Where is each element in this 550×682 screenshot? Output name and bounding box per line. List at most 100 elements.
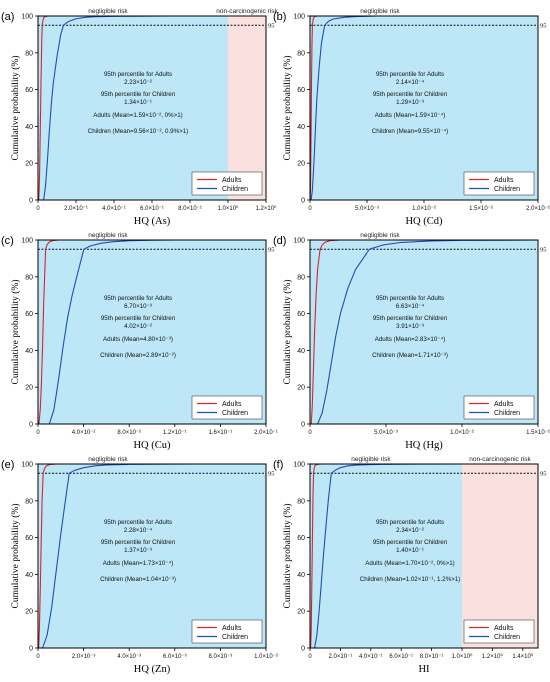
- axes-frame: [309, 463, 539, 649]
- x-tick-label: 1.2×10⁰: [256, 205, 278, 212]
- x-tick-label: 5.0×10⁻³: [355, 206, 379, 212]
- x-tick-label: 1.0×10⁰: [452, 653, 474, 660]
- panel-label: (a): [1, 11, 14, 23]
- y-tick-label: 100: [293, 14, 305, 21]
- annotation-text: Children (Mean=1.02×10⁻¹, 1.2%>1): [360, 576, 460, 583]
- x-tick-label: 4.0×10⁻¹: [359, 654, 383, 660]
- y-tick-label: 60: [25, 87, 33, 94]
- region-label: negligible risk: [88, 232, 128, 239]
- annotation-text: Children (Mean=9.56×10⁻², 0.9%>1): [88, 128, 188, 135]
- panel-label: (c): [1, 235, 14, 247]
- x-tick-label: 1.2×10⁻¹: [163, 430, 187, 436]
- annotation-text: 6.70×10⁻³: [124, 303, 152, 310]
- panel-e: negligible risk 95 0 2.0×10⁻³ 4.0×10⁻³ 6.0×10…: [1, 456, 278, 675]
- annotation-text: 95th percentile for Adults: [376, 295, 444, 302]
- series-lines: [310, 239, 539, 425]
- annotation-text: Children (Mean=9.55×10⁻⁴): [372, 128, 448, 135]
- x-tick-label: 8.0×10⁻³: [209, 654, 233, 660]
- annotation-text: Children (Mean=1.71×10⁻³): [372, 352, 448, 359]
- x-tick-label: 1.4×10⁰: [512, 653, 534, 660]
- x-tick-label: 6.0×10⁻¹: [389, 654, 413, 660]
- y-tick-label: 100: [21, 14, 33, 21]
- legend-label: Children: [494, 634, 520, 641]
- series-line-children: [310, 15, 538, 201]
- annotation-text: 95th percentile for Adults: [376, 519, 444, 526]
- annotation-text: 95th percentile for Children: [101, 91, 176, 98]
- panel-d: negligible risk 95 0 5.0×10⁻³ 1.0×10⁻² 1.5×10…: [273, 232, 550, 451]
- annotation-text: Adults (Mean=2.83×10⁻⁴): [375, 336, 446, 343]
- annotation-text: 1.29×10⁻³: [396, 99, 424, 106]
- y-tick-label: 100: [293, 238, 305, 245]
- axes-frame: [309, 239, 539, 425]
- x-tick-label: 0: [36, 206, 40, 212]
- series-line-adults: [310, 239, 538, 425]
- legend-label: Adults: [494, 625, 514, 632]
- x-tick-label: 1.5×10⁻²: [469, 206, 493, 212]
- risk-region: [310, 464, 462, 648]
- legend-label: Adults: [222, 625, 242, 632]
- y-tick-label: 80: [297, 50, 305, 57]
- y-tick-label: 0: [29, 198, 33, 205]
- y-tick-label: 80: [25, 274, 33, 281]
- legend-label: Adults: [494, 401, 514, 408]
- y-tick-label: 20: [25, 385, 33, 392]
- reference-line-label: 95: [540, 471, 547, 478]
- y-tick-label: 80: [297, 274, 305, 281]
- legend: Adults Children: [191, 171, 263, 196]
- y-tick-label: 100: [21, 238, 33, 245]
- x-tick-label: 4.0×10⁻³: [117, 654, 141, 660]
- annotation-text: 95th percentile for Adults: [104, 71, 172, 78]
- x-tick-label: 0: [36, 430, 40, 436]
- annotation-text: 2.28×10⁻⁴: [124, 527, 153, 534]
- region-label: non-carcinogenic risk: [216, 8, 278, 15]
- region-label: negligible risk: [88, 456, 128, 463]
- annotation-text: 4.02×10⁻²: [124, 323, 152, 330]
- x-tick-label: 1.5×10⁻²: [526, 430, 550, 436]
- x-tick-label: 0: [308, 654, 312, 660]
- x-tick-label: 0: [36, 654, 40, 660]
- x-tick-label: 6.0×10⁻³: [163, 654, 187, 660]
- x-tick-label: 0: [308, 430, 312, 436]
- risk-region: [38, 16, 228, 200]
- x-tick-label: 2.0×10⁻²: [526, 206, 550, 212]
- panel-a: negligible risk non-carcinogenic risk 95 0 2…: [1, 8, 278, 227]
- y-axis-label: Cumulative probability (%): [10, 55, 21, 160]
- axes-frame: [37, 239, 267, 425]
- legend-label: Children: [494, 410, 520, 417]
- x-tick-label: 8.0×10⁻¹: [178, 206, 202, 212]
- legend-box: [463, 619, 535, 644]
- annotation-text: Children (Mean=2.89×10⁻²): [100, 352, 176, 359]
- risk-region: [38, 464, 266, 648]
- x-tick-label: 0: [308, 206, 312, 212]
- x-tick-label: 1.6×10⁻¹: [209, 430, 233, 436]
- x-tick-label: 1.0×10⁻²: [450, 430, 474, 436]
- annotation-text: 2.14×10⁻⁴: [396, 79, 425, 86]
- x-tick-label: 2.0×10⁻³: [72, 654, 96, 660]
- annotation-text: Adults (Mean=1.70×10⁻², 0%>1): [365, 560, 454, 567]
- annotation-text: 95th percentile for Adults: [376, 71, 444, 78]
- x-tick-label: 2.0×10⁻¹: [329, 654, 353, 660]
- annotation-text: 95th percentile for Children: [373, 539, 448, 546]
- y-tick-label: 0: [301, 646, 305, 653]
- y-tick-label: 100: [293, 462, 305, 469]
- y-tick-label: 80: [25, 50, 33, 57]
- y-tick-label: 40: [297, 348, 305, 355]
- y-tick-label: 60: [297, 87, 305, 94]
- y-axis-label: Cumulative probability (%): [282, 503, 293, 608]
- y-tick-label: 40: [297, 124, 305, 131]
- y-tick-label: 20: [25, 609, 33, 616]
- x-tick-label: 2.0×10⁻¹: [254, 430, 278, 436]
- region-label: non-carcinogenic risk: [469, 456, 531, 463]
- y-tick-label: 20: [297, 161, 305, 168]
- x-tick-label: 1.0×10⁻²: [412, 206, 436, 212]
- y-tick-label: 40: [25, 124, 33, 131]
- y-axis-label: Cumulative probability (%): [282, 55, 293, 160]
- legend-box: [191, 395, 263, 420]
- annotation-text: Adults (Mean=1.59×10⁻⁴): [375, 112, 446, 119]
- panel-label: (b): [273, 11, 286, 23]
- annotation-text: Adults (Mean=1.59×10⁻², 0%>1): [93, 112, 182, 119]
- y-tick-label: 80: [25, 498, 33, 505]
- x-axis-label: HQ (Zn): [134, 664, 171, 675]
- axes-frame: [37, 463, 267, 649]
